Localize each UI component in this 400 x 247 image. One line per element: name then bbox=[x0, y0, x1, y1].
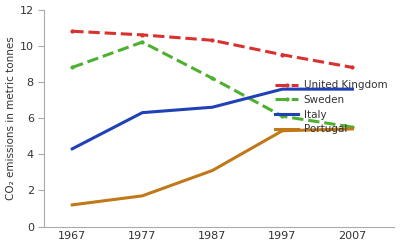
United Kingdom bbox=[140, 33, 145, 36]
Legend: United Kingdom, Sweden, Italy, Portugal: United Kingdom, Sweden, Italy, Portugal bbox=[273, 78, 389, 136]
Y-axis label: CO₂ emissions in metric tonnes: CO₂ emissions in metric tonnes bbox=[6, 36, 16, 200]
Portugal bbox=[280, 129, 285, 132]
United Kingdom bbox=[70, 30, 75, 33]
Italy bbox=[70, 147, 75, 150]
Sweden bbox=[140, 41, 145, 43]
Portugal bbox=[70, 203, 75, 206]
Line: United Kingdom: United Kingdom bbox=[70, 28, 355, 70]
Italy bbox=[210, 106, 215, 109]
Portugal bbox=[350, 127, 355, 130]
Italy bbox=[280, 88, 285, 91]
Line: Portugal: Portugal bbox=[72, 129, 352, 205]
Portugal bbox=[140, 194, 145, 197]
Line: Sweden: Sweden bbox=[70, 39, 355, 130]
United Kingdom bbox=[210, 39, 215, 42]
Sweden bbox=[210, 77, 215, 80]
Sweden bbox=[350, 126, 355, 129]
Italy bbox=[350, 88, 355, 91]
Italy bbox=[140, 111, 145, 114]
Sweden bbox=[280, 115, 285, 118]
Line: Italy: Italy bbox=[72, 89, 352, 149]
United Kingdom bbox=[350, 66, 355, 69]
Portugal bbox=[210, 169, 215, 172]
Sweden bbox=[70, 66, 75, 69]
United Kingdom bbox=[280, 53, 285, 56]
